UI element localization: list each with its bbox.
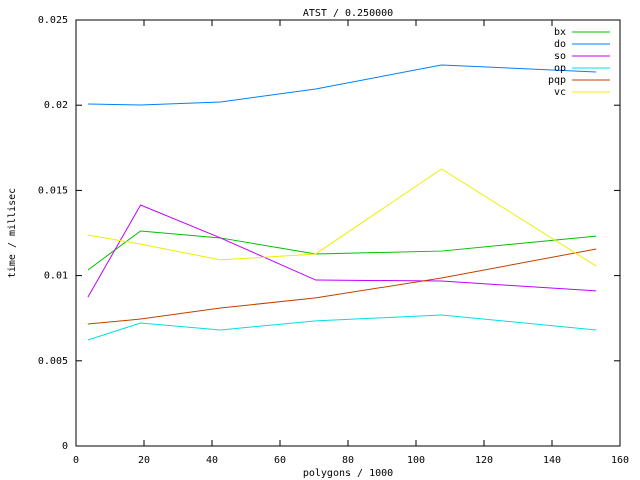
x-tick-label: 120: [475, 455, 493, 466]
y-tick-label: 0.015: [38, 185, 68, 196]
legend-label: bx: [554, 27, 566, 38]
x-tick-label: 80: [342, 455, 354, 466]
y-tick-label: 0: [62, 441, 68, 452]
x-tick-label: 140: [543, 455, 561, 466]
legend-label: so: [554, 51, 566, 62]
legend-label: vc: [554, 87, 566, 98]
y-tick-label: 0.01: [44, 271, 68, 282]
series-line: [87, 204, 597, 298]
y-tick-label: 0.02: [44, 100, 68, 111]
series-line: [87, 248, 597, 325]
x-tick-label: 100: [407, 455, 425, 466]
legend-label: pqp: [548, 75, 566, 86]
x-tick-label: 60: [274, 455, 286, 466]
y-tick-label: 0.005: [38, 356, 68, 367]
x-tick-label: 40: [206, 455, 218, 466]
x-axis-label: polygons / 1000: [303, 468, 393, 479]
y-axis-label: time / millisec: [7, 188, 18, 278]
legend-label: do: [554, 39, 566, 50]
y-tick-label: 0.025: [38, 15, 68, 26]
series-line: [87, 314, 597, 341]
series-line: [87, 64, 597, 106]
x-tick-label: 20: [138, 455, 150, 466]
series-line: [87, 168, 597, 267]
chart-title: ATST / 0.250000: [303, 8, 393, 19]
plot-border: [75, 19, 621, 447]
x-tick-label: 0: [73, 455, 79, 466]
legend-label: op: [554, 63, 566, 74]
x-tick-label: 160: [611, 455, 629, 466]
series-line: [87, 230, 597, 271]
